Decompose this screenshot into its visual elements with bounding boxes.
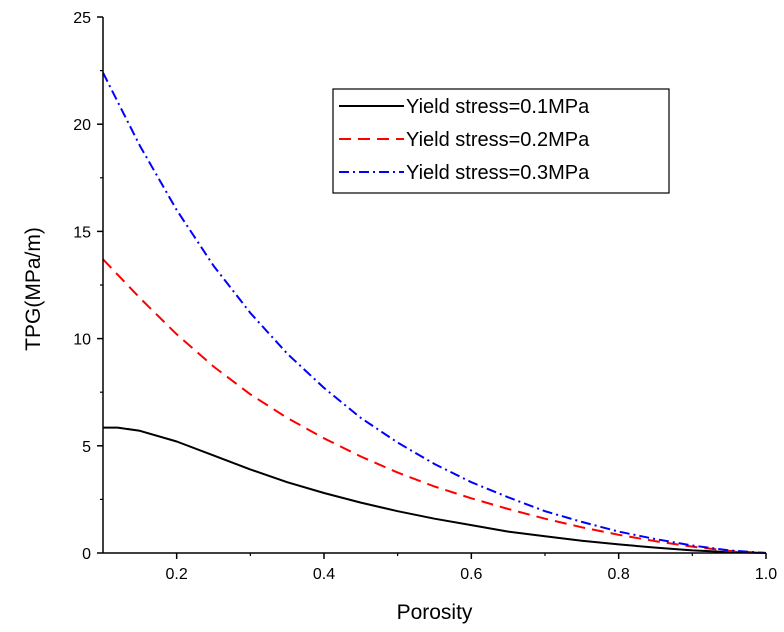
- x-axis-title: Porosity: [397, 601, 473, 624]
- x-tick-label: 0.8: [608, 566, 630, 583]
- y-tick-label: 25: [73, 10, 91, 27]
- series-line-3: [102, 72, 767, 554]
- y-tick-label: 5: [82, 439, 91, 456]
- legend-label-2: Yield stress=0.2MPa: [406, 129, 590, 151]
- y-tick-label: 0: [82, 546, 91, 563]
- y-axis-title: TPG(MPa/m): [22, 227, 45, 351]
- x-tick-label: 0.2: [166, 566, 188, 583]
- series-line-2: [102, 258, 767, 554]
- y-tick-label: 20: [73, 117, 91, 134]
- legend-label-3: Yield stress=0.3MPa: [406, 162, 590, 184]
- x-tick-label: 0.6: [460, 566, 482, 583]
- x-tick-label: 0.4: [313, 566, 335, 583]
- y-tick-label: 10: [73, 332, 91, 349]
- legend-label-1: Yield stress=0.1MPa: [406, 96, 590, 118]
- series-line-1: [103, 426, 767, 554]
- x-tick-label: 1.0: [755, 566, 777, 583]
- tick-labels: 0.2 0.4 0.6 0.8 1.0 0 5 10 15 20 25: [73, 10, 777, 583]
- legend: Yield stress=0.1MPa Yield stress=0.2MPa Yi…: [332, 88, 670, 194]
- axes: [97, 16, 767, 559]
- y-tick-label: 15: [73, 224, 91, 241]
- plot-lines: [102, 72, 767, 554]
